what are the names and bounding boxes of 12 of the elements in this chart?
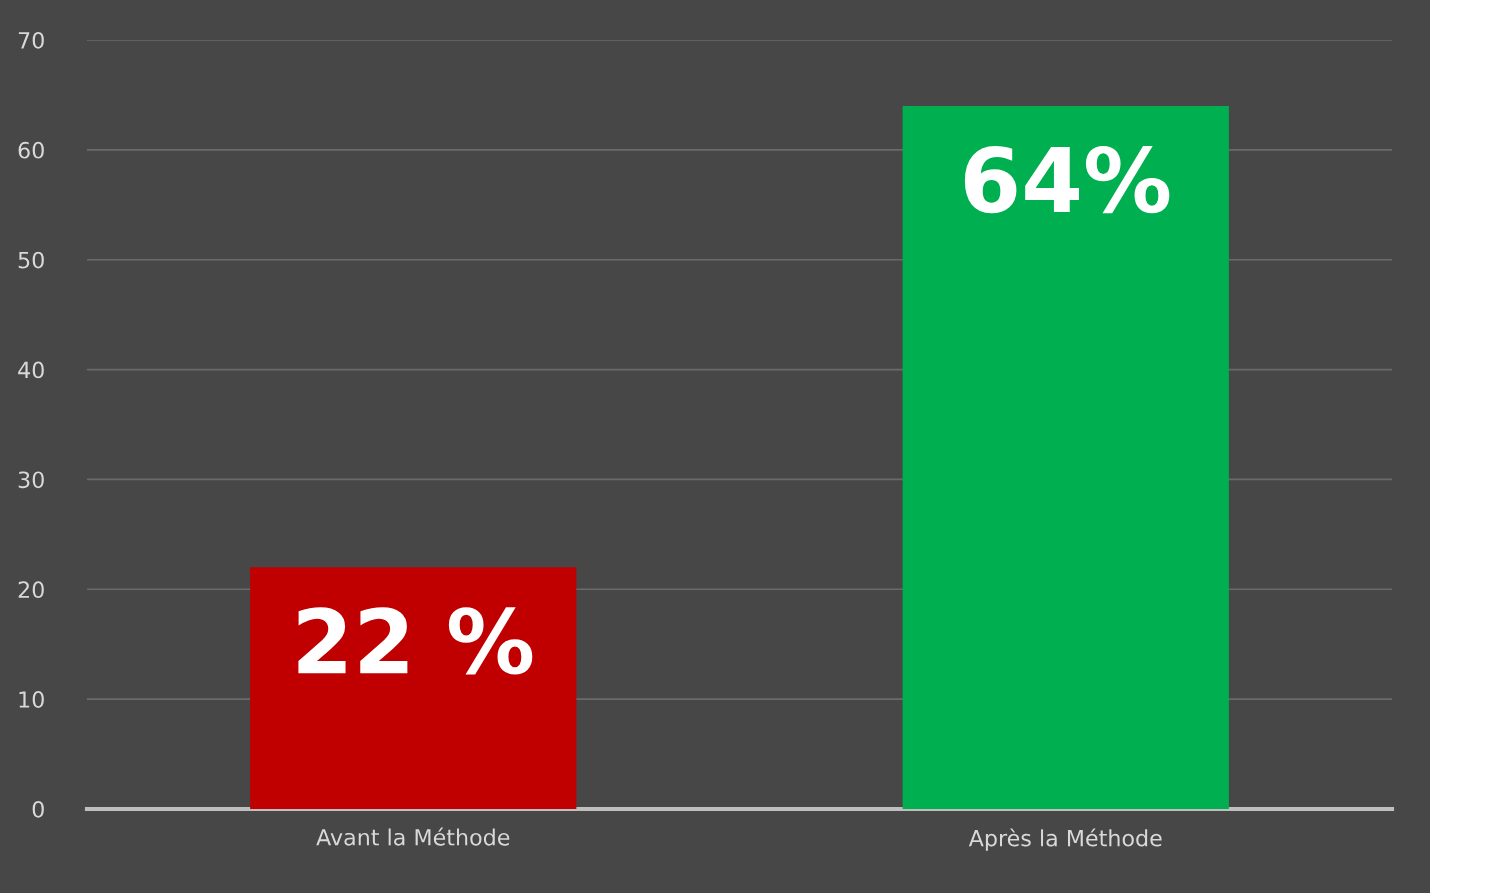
data-label: 22 %: [298, 607, 533, 675]
y-tick-label: 10: [19, 691, 44, 708]
y-tick-label: 30: [18, 471, 44, 489]
y-tick-label: 70: [18, 31, 44, 49]
x-tick-label: Après la Méthode: [968, 828, 1162, 851]
x-tick-label: Avant la Méthode: [316, 827, 510, 846]
y-tick-label: 50: [18, 251, 44, 269]
y-tick-label: 40: [18, 361, 44, 379]
y-tick-label: 60: [18, 141, 44, 159]
y-tick-label: 0: [32, 800, 44, 818]
y-tick-label: 20: [18, 581, 44, 599]
data-label: 64%: [964, 145, 1170, 214]
